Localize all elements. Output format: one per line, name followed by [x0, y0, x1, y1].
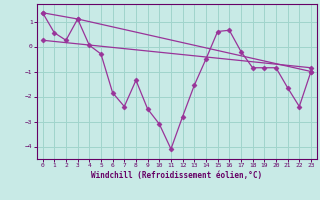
X-axis label: Windchill (Refroidissement éolien,°C): Windchill (Refroidissement éolien,°C): [91, 171, 262, 180]
